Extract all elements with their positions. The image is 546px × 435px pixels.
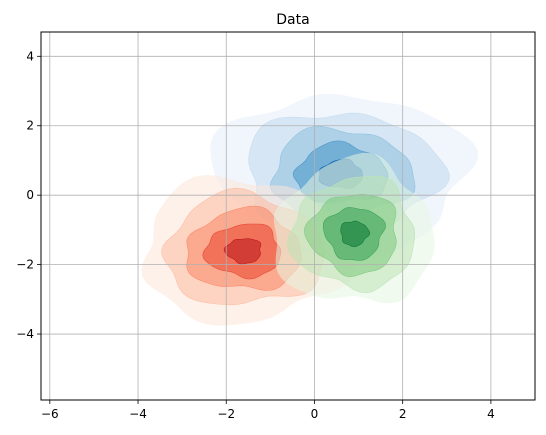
chart-title: Data — [276, 12, 309, 28]
y-tick-label: −2 — [16, 258, 34, 272]
y-tick-label: 2 — [26, 119, 34, 133]
contour-layer — [141, 93, 478, 326]
contour-level-reds-5 — [223, 238, 262, 265]
plot-frame — [40, 31, 536, 401]
y-tick-label: 4 — [26, 49, 34, 63]
x-axis: −6 −4 −2 0 2 4 — [41, 400, 495, 421]
y-tick-label: −4 — [16, 327, 34, 341]
contour-series-greens — [273, 152, 435, 304]
y-axis: −4 −2 0 2 4 — [16, 49, 41, 341]
x-tick-label: −4 — [129, 407, 147, 421]
contour-level-greens-5 — [340, 220, 371, 248]
y-tick-label: 0 — [26, 188, 34, 202]
x-tick-label: −6 — [41, 407, 59, 421]
x-tick-label: 2 — [399, 407, 407, 421]
x-tick-label: 4 — [487, 407, 495, 421]
x-tick-label: −2 — [217, 407, 235, 421]
grid-lines — [41, 32, 535, 400]
x-tick-label: 0 — [311, 407, 319, 421]
